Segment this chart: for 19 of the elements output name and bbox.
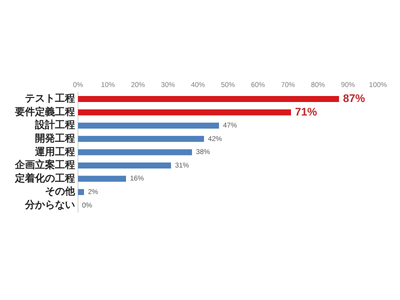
bar: [78, 189, 84, 196]
y-tick-label: 分からない: [24, 198, 75, 211]
data-label: 71%: [295, 106, 318, 118]
data-label: 87%: [343, 93, 366, 106]
bar: [78, 122, 219, 129]
y-tick-label: 要件定義工程: [14, 106, 75, 118]
y-tick-label: 設計工程: [34, 119, 75, 132]
bar: [78, 136, 204, 142]
bar: [78, 176, 126, 182]
y-tick-label: 定着化の工程: [14, 172, 75, 184]
y-tick-label: 運用工程: [34, 146, 75, 158]
y-tick-label: 企画立案工程: [14, 159, 75, 172]
y-tick-label: その他: [45, 186, 76, 198]
bar: [78, 162, 171, 168]
bar: [78, 96, 339, 102]
bar: [78, 109, 291, 116]
y-tick-label: テスト工程: [25, 94, 75, 105]
bar: [78, 149, 192, 156]
y-tick-label: 開発工程: [35, 132, 75, 145]
